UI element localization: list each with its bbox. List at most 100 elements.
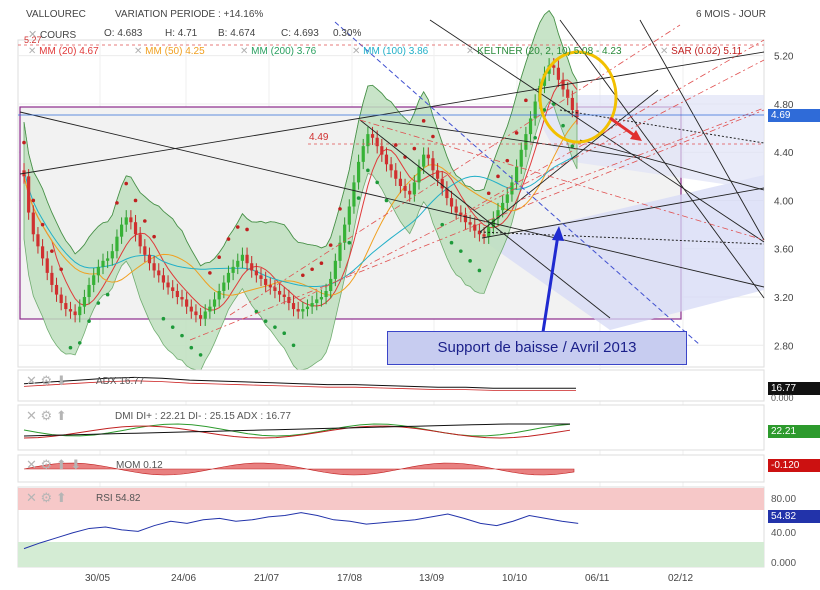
variation-label: VARIATION PERIODE : +14.16% bbox=[115, 9, 264, 20]
fan-line bbox=[469, 39, 765, 211]
legend-sar[interactable]: ✕ SAR (0.02) 5.11 bbox=[660, 46, 743, 57]
candle-body bbox=[463, 214, 468, 223]
remove-icon[interactable]: ✕ bbox=[26, 457, 37, 472]
rsi-toolbar[interactable]: ✕ ⚙ ⬆ bbox=[26, 491, 67, 505]
trend-line bbox=[19, 51, 765, 175]
arrow-up-icon[interactable]: ⬆ bbox=[55, 490, 67, 505]
sar-dot bbox=[366, 168, 370, 173]
dmi-toolbar[interactable]: ✕ ⚙ ⬆ bbox=[26, 409, 67, 423]
period-selector[interactable]: 6 MOIS - JOUR bbox=[696, 9, 767, 20]
candle-body bbox=[329, 278, 333, 291]
close-icon[interactable]: ✕ bbox=[28, 29, 38, 41]
low-value: B: 4.674 bbox=[218, 28, 256, 39]
gear-icon[interactable]: ⚙ bbox=[40, 373, 53, 388]
mom-title: MOM 0.12 bbox=[116, 460, 163, 471]
arrow-down-icon[interactable]: ⬇ bbox=[55, 373, 67, 388]
candle-body bbox=[147, 254, 152, 264]
sar-dot bbox=[496, 174, 500, 179]
candle-body bbox=[408, 190, 412, 195]
gear-icon[interactable]: ⚙ bbox=[40, 457, 53, 472]
rsi-axis-label-high: 80.00 bbox=[771, 494, 797, 505]
candle-body bbox=[575, 109, 579, 118]
sar-dot bbox=[440, 222, 445, 227]
candle-body bbox=[198, 315, 203, 319]
sar-dot bbox=[152, 234, 156, 239]
legend-keltner[interactable]: ✕ KELTNER (20, 2, 10) 5.08 - 4.23 bbox=[466, 46, 622, 57]
dmi-title: DMI DI+ : 22.21 DI- : 25.15 ADX : 16.77 bbox=[115, 411, 291, 422]
sar-dot bbox=[533, 135, 537, 140]
candle-body bbox=[519, 149, 523, 167]
support-annotation[interactable]: Support de baisse / Avril 2013 bbox=[387, 331, 687, 365]
candle-body bbox=[101, 260, 105, 267]
gear-icon[interactable]: ⚙ bbox=[40, 408, 53, 423]
candle-body bbox=[143, 246, 147, 255]
candle-body bbox=[412, 182, 416, 195]
sar-dot bbox=[245, 227, 249, 232]
trend-line bbox=[559, 19, 765, 299]
candle-body bbox=[338, 242, 342, 261]
candle-body bbox=[324, 290, 328, 298]
adx-line-red bbox=[23, 380, 576, 391]
x-tick-label: 10/10 bbox=[502, 573, 527, 584]
candle-body bbox=[231, 266, 235, 273]
channel-zone bbox=[488, 175, 764, 330]
trend-line bbox=[481, 187, 765, 239]
legend-mm200[interactable]: ✕ MM (200) 3.76 bbox=[240, 46, 317, 57]
down-arrow-head bbox=[630, 130, 642, 141]
candle-body bbox=[287, 297, 291, 304]
legend-mm20[interactable]: ✕ MM (20) 4.67 bbox=[28, 46, 99, 57]
candle-body bbox=[180, 297, 184, 300]
candle-body bbox=[87, 284, 91, 298]
candle-body bbox=[282, 294, 286, 298]
legend-label: SAR (0.02) bbox=[671, 46, 721, 57]
legend-label: KELTNER (20, 2, 10) bbox=[477, 46, 571, 57]
candle-body bbox=[454, 206, 458, 213]
rsi-axis-label-low: 0.000 bbox=[771, 558, 797, 569]
candle-body bbox=[482, 234, 486, 237]
sar-dot bbox=[254, 309, 259, 314]
remove-icon[interactable]: ✕ bbox=[26, 408, 37, 423]
gear-icon[interactable]: ⚙ bbox=[40, 490, 53, 505]
candle-body bbox=[552, 65, 556, 68]
mom-toolbar[interactable]: ✕ ⚙ ⬆ ⬇ bbox=[26, 458, 81, 472]
fan-line bbox=[519, 107, 765, 201]
adx-toolbar[interactable]: ✕ ⚙ ⬇ bbox=[26, 374, 67, 388]
remove-icon[interactable]: ✕ bbox=[26, 373, 37, 388]
candle-body bbox=[68, 309, 73, 312]
trend-line bbox=[359, 119, 611, 319]
candle-body bbox=[129, 217, 133, 223]
sar-dot bbox=[421, 119, 426, 123]
candle-body bbox=[189, 306, 193, 312]
candle-body bbox=[310, 303, 314, 307]
sar-dot bbox=[347, 240, 352, 245]
candle-body bbox=[250, 263, 254, 271]
remove-icon[interactable]: ✕ bbox=[26, 490, 37, 505]
sar-dot bbox=[115, 201, 119, 205]
fan-line bbox=[359, 119, 765, 241]
y-tick-label: 2.80 bbox=[774, 341, 794, 352]
rsi-overbought-zone bbox=[18, 488, 764, 510]
y-tick-label: 5.20 bbox=[774, 52, 794, 63]
candle-body bbox=[389, 164, 393, 171]
x-tick-label: 02/12 bbox=[668, 573, 693, 584]
trend-line bbox=[19, 111, 765, 288]
arrow-up-icon[interactable]: ⬆ bbox=[55, 457, 67, 472]
candle-body bbox=[510, 182, 514, 195]
arrow-down-icon[interactable]: ⬇ bbox=[70, 457, 82, 472]
candle-body bbox=[138, 234, 142, 247]
candle-body bbox=[259, 275, 263, 279]
series-toggle[interactable]: ✕ COURS bbox=[28, 28, 76, 41]
candle-body bbox=[40, 246, 45, 259]
legend-mm100[interactable]: ✕ MM (100) 3.86 bbox=[352, 46, 429, 57]
legend-value: 5.11 bbox=[723, 46, 743, 57]
trend-line-dotted bbox=[479, 231, 765, 245]
sar-dot bbox=[301, 273, 305, 278]
ticker-title: VALLOUREC bbox=[26, 9, 86, 20]
adx-line bbox=[23, 376, 576, 389]
candle-body bbox=[542, 73, 547, 86]
legend-mm50[interactable]: ✕ MM (50) 4.25 bbox=[134, 46, 205, 57]
adx-title: ADX 16.77 bbox=[96, 376, 145, 387]
sar-dot bbox=[180, 333, 184, 338]
arrow-up-icon[interactable]: ⬆ bbox=[55, 408, 67, 423]
trend-line bbox=[639, 19, 765, 241]
